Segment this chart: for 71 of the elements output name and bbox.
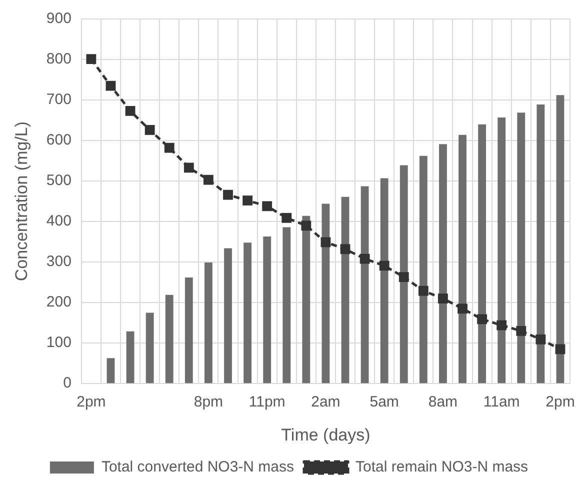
x-tick-label: 11am [483,394,520,411]
bar [536,104,545,384]
point [164,142,174,153]
point [379,260,390,271]
y-tick-label: 0 [63,374,72,392]
bar [165,294,174,384]
bar [419,156,428,384]
point [223,190,233,200]
bar [458,134,466,384]
bar [341,196,350,384]
point [144,125,155,135]
bar [498,117,506,384]
bar [517,112,526,384]
point [184,162,194,173]
bar [224,248,232,384]
bar [146,312,154,384]
y-tick-label: 600 [46,132,72,149]
y-tick-label: 500 [46,172,72,190]
x-axis-title: Time (days) [281,425,370,444]
point [477,314,488,324]
point [555,344,566,354]
x-tick-label: 8am [428,394,458,411]
x-tick-label: 2am [311,394,340,411]
y-tick-label: 300 [46,253,72,270]
x-tick-label: 5am [370,394,399,411]
bar [263,236,272,384]
bar [478,124,486,384]
y-tick-label: 100 [46,334,72,352]
y-tick-label: 200 [46,294,72,311]
point [398,272,409,282]
bar [302,216,310,384]
point [438,294,448,304]
y-tick-label: 400 [46,212,72,230]
legend-label: Total remain NO3-N mass [356,458,528,476]
bar [244,242,252,384]
point [125,106,136,116]
y-tick-label: 800 [46,50,72,68]
bar [360,186,369,384]
x-tick-label: 2pm [76,394,106,411]
point [418,286,428,296]
legend-label: Total converted NO3-N mass [101,458,294,476]
x-tick-label: 8pm [194,394,224,411]
x-tick-label: 2pm [546,394,575,411]
point [301,220,312,231]
bar [439,144,447,384]
x-tick-label: 11pm [248,394,286,411]
point [516,326,526,336]
point [242,196,252,206]
bar [282,227,291,384]
point [86,54,96,64]
bar [204,262,212,384]
point [360,254,370,264]
point [458,304,468,314]
bar [556,95,564,384]
point [282,212,292,223]
bar [126,331,134,384]
y-tick-label: 700 [46,91,72,108]
point [204,174,214,185]
point [106,80,116,91]
point [340,244,350,254]
bar [380,178,388,384]
bar [106,358,115,384]
y-tick-label: 900 [46,10,72,28]
bar [400,165,408,384]
point [262,201,272,212]
point [320,237,331,248]
bar [322,204,330,384]
point [496,320,507,330]
y-axis-title: Concentration (mg/L) [12,121,31,282]
bar [184,277,193,384]
point [536,334,546,344]
